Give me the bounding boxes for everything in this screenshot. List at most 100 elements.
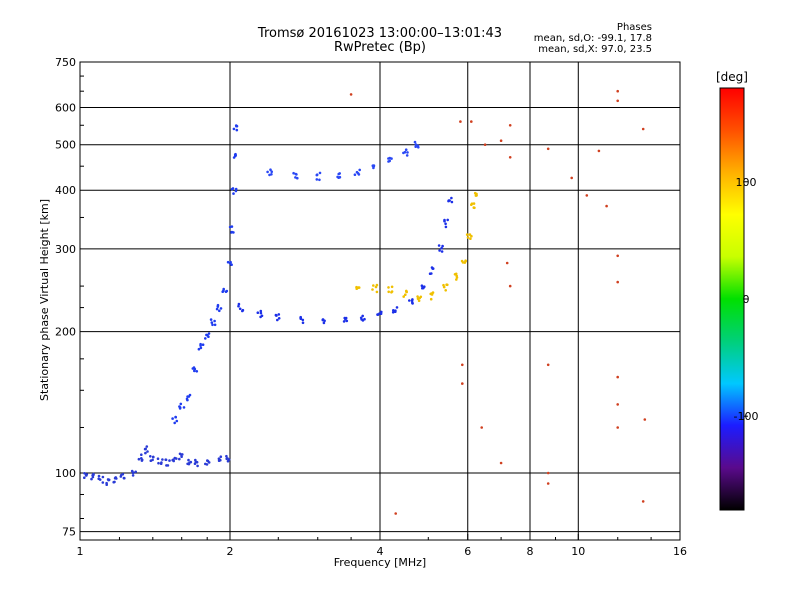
data-point	[172, 458, 175, 462]
data-point	[417, 299, 421, 303]
data-point	[299, 315, 303, 319]
data-point	[546, 147, 550, 151]
data-point	[387, 290, 391, 294]
data-point	[168, 459, 171, 462]
data-point	[210, 321, 214, 324]
colorbar-unit-label: [deg]	[716, 70, 748, 84]
data-point	[372, 284, 375, 287]
data-point	[459, 120, 462, 123]
data-point	[358, 168, 362, 172]
data-point	[437, 244, 441, 247]
data-point	[444, 222, 447, 226]
data-point	[353, 173, 357, 176]
phase-stats-o: mean, sd,O: -99.1, 17.8	[533, 33, 652, 44]
data-point	[508, 156, 512, 159]
data-point	[219, 455, 223, 459]
data-point	[83, 472, 86, 475]
data-point	[182, 406, 186, 409]
y-tick-label: 300	[55, 243, 76, 256]
data-point	[164, 458, 167, 462]
data-point	[237, 304, 240, 308]
data-point	[363, 317, 366, 321]
data-point	[85, 473, 89, 476]
data-point	[149, 455, 152, 458]
data-point	[405, 289, 408, 293]
data-point	[259, 309, 263, 313]
data-point	[201, 343, 205, 347]
data-point	[97, 474, 101, 478]
data-point	[445, 283, 448, 287]
data-point	[134, 470, 137, 474]
data-point	[408, 299, 411, 302]
data-point	[259, 311, 263, 315]
data-point	[259, 315, 262, 319]
data-point	[207, 332, 211, 335]
data-point	[417, 146, 420, 149]
phase-stats-x: mean, sd,X: 97.0, 23.5	[538, 44, 652, 55]
data-point	[337, 172, 341, 176]
data-point	[156, 457, 160, 461]
data-point	[357, 286, 360, 289]
data-point	[419, 295, 423, 299]
data-point	[616, 426, 619, 429]
chart-subtitle: RwPretec (Bp)	[333, 40, 427, 55]
data-point	[395, 306, 399, 309]
data-point	[143, 447, 147, 451]
data-point	[616, 375, 619, 379]
data-point	[186, 462, 189, 466]
data-point	[641, 500, 645, 503]
y-tick-label: 750	[55, 56, 76, 69]
data-point	[404, 148, 408, 151]
data-point	[546, 482, 550, 485]
data-point	[234, 189, 238, 193]
data-point	[213, 319, 216, 323]
data-point	[414, 145, 418, 148]
data-point	[98, 478, 102, 481]
data-point	[391, 311, 395, 314]
data-point	[403, 150, 407, 154]
data-point	[146, 450, 149, 453]
data-point	[205, 333, 208, 337]
data-point	[230, 230, 234, 234]
data-point	[414, 143, 418, 146]
data-point	[318, 178, 321, 182]
data-point	[113, 480, 116, 484]
data-point	[159, 462, 163, 466]
data-point	[455, 278, 458, 281]
data-point	[225, 454, 228, 458]
data-point	[195, 370, 199, 373]
data-point	[131, 474, 135, 477]
colorbar	[719, 87, 745, 511]
data-point	[349, 93, 353, 96]
data-point	[465, 233, 469, 236]
data-point	[205, 463, 209, 466]
data-point	[241, 309, 244, 313]
data-point	[195, 460, 199, 464]
x-tick-label: 8	[527, 545, 534, 558]
data-point	[192, 366, 196, 369]
data-point	[474, 194, 478, 197]
data-point	[473, 206, 476, 210]
data-point	[469, 237, 472, 240]
data-point	[171, 417, 174, 420]
y-axis-ticks: 75 100 200 300 400 500 600 750	[55, 56, 84, 539]
data-point	[161, 458, 164, 461]
data-point	[461, 382, 464, 385]
data-point	[444, 289, 448, 292]
data-point	[218, 458, 221, 461]
data-point	[237, 302, 241, 306]
data-point	[546, 363, 550, 367]
data-point	[222, 287, 225, 291]
data-point	[235, 128, 239, 132]
x-axis-label: Frequency [MHz]	[333, 556, 427, 569]
data-point	[152, 455, 155, 459]
data-point	[218, 309, 221, 313]
data-point	[440, 250, 444, 253]
data-point	[151, 458, 154, 462]
data-point	[275, 314, 278, 317]
data-point	[207, 335, 210, 339]
data-point	[292, 171, 295, 175]
data-point	[641, 127, 645, 131]
data-point	[406, 151, 409, 154]
data-point	[431, 291, 435, 294]
